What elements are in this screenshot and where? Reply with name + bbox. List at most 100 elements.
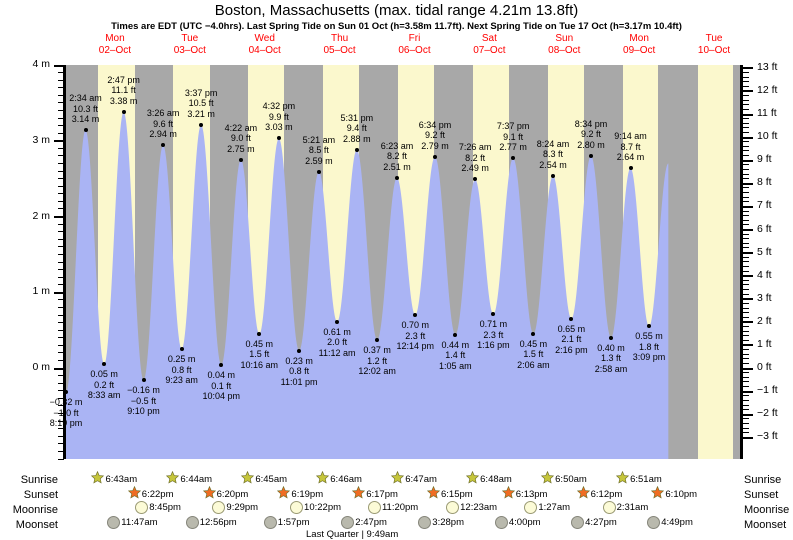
day-date: 09–Oct bbox=[623, 45, 656, 56]
left-axis-minor-tick bbox=[58, 253, 64, 255]
sunset-event-time: 6:13pm bbox=[515, 488, 548, 500]
tide-label-line: 8.2 ft bbox=[386, 151, 407, 162]
tide-label-line: 2.79 m bbox=[421, 140, 449, 151]
right-axis-minor-tick bbox=[743, 312, 749, 314]
right-axis-minor-tick bbox=[743, 219, 749, 221]
right-axis-major-tick bbox=[743, 298, 753, 301]
sunset-row-label-left: Sunset bbox=[23, 489, 58, 501]
right-axis-minor-tick bbox=[743, 127, 749, 129]
tide-label-line: 9:23 am bbox=[165, 375, 198, 386]
right-axis-major-tick bbox=[743, 229, 753, 231]
tide-label-high-0: 2:34 am 10.3 ft 3.14 m bbox=[44, 93, 128, 125]
tide-label-low-6: 0.25 m 0.8 ft 9:23 am bbox=[140, 354, 224, 386]
moonrise-row-label-left: Moonrise bbox=[12, 504, 58, 516]
left-axis-label-2m: 2 m bbox=[32, 209, 50, 222]
sunrise-event-time: 6:51am bbox=[630, 473, 662, 485]
right-axis-label-10ft: 10 ft bbox=[757, 130, 778, 143]
star-icon bbox=[466, 470, 480, 487]
right-axis-minor-tick bbox=[743, 409, 749, 411]
tide-point-low-8 bbox=[219, 363, 224, 368]
tide-point-low-14 bbox=[335, 319, 340, 324]
tide-label-line: 9.4 ft bbox=[346, 123, 367, 134]
left-axis-minor-tick bbox=[58, 170, 64, 172]
day-of-week: Wed bbox=[254, 33, 275, 44]
tide-label-line: 5:21 am bbox=[302, 134, 336, 145]
moonrise-event-time: 11:20pm bbox=[381, 502, 419, 513]
tide-label-low-16: 0.37 m 1.2 ft 12:02 am bbox=[335, 345, 419, 377]
tide-label-low-1: −0.32 m −1.0 ft 8:19 pm bbox=[24, 397, 108, 429]
tide-label-line: 2:47 pm bbox=[107, 74, 140, 85]
tide-label-line: 9.1 ft bbox=[503, 131, 524, 142]
tide-label-line: 9.9 ft bbox=[268, 111, 289, 122]
sunset-event-3: 6:17pm bbox=[352, 485, 398, 502]
sunset-event-time: 6:12pm bbox=[590, 488, 623, 500]
tide-label-high-9: 4:22 am 9.0 ft 2.75 m bbox=[199, 123, 283, 155]
tide-point-low-6 bbox=[179, 347, 184, 352]
left-axis-major-tick bbox=[54, 291, 64, 294]
left-axis-minor-tick bbox=[58, 185, 64, 187]
sunset-event-7: 6:10pm bbox=[651, 485, 697, 502]
tide-point-high-15 bbox=[354, 147, 359, 152]
tide-point-high-19 bbox=[432, 154, 437, 159]
right-axis-minor-tick bbox=[743, 335, 749, 337]
right-axis-minor-tick bbox=[743, 196, 749, 198]
tide-chart-plot bbox=[66, 65, 740, 459]
tide-label-line: 2:06 am bbox=[517, 359, 550, 370]
tide-label-line: 1.4 ft bbox=[445, 350, 466, 361]
moonrise-event-2: 10:22pm bbox=[290, 501, 341, 514]
sunrise-event-time: 6:43am bbox=[105, 473, 138, 485]
tide-label-line: −0.32 m bbox=[49, 397, 83, 408]
right-axis-minor-tick bbox=[743, 150, 749, 152]
tide-label-line: 11:01 pm bbox=[280, 376, 318, 387]
right-axis-minor-tick bbox=[743, 173, 749, 175]
day-header-06-oct: Fri 06–Oct bbox=[374, 33, 454, 57]
left-axis-minor-tick bbox=[58, 132, 64, 134]
sunset-event-2: 6:19pm bbox=[277, 485, 323, 502]
moonset-event-6: 4:27pm bbox=[571, 516, 617, 529]
tide-label-line: 2:58 am bbox=[594, 363, 628, 374]
right-axis-major-tick bbox=[743, 67, 753, 70]
right-axis-major-tick bbox=[743, 90, 753, 93]
moonrise-row-label-right: Moonrise bbox=[744, 504, 790, 516]
tide-label-line: 9.2 ft bbox=[424, 130, 445, 141]
star-icon bbox=[277, 485, 291, 502]
right-axis-minor-tick bbox=[743, 265, 749, 267]
day-date: 07–Oct bbox=[473, 45, 506, 56]
star-icon bbox=[576, 485, 590, 502]
moonset-event-time: 11:47am bbox=[121, 517, 158, 528]
tide-point-low-28 bbox=[608, 335, 613, 340]
left-axis-minor-tick bbox=[58, 231, 64, 233]
tide-label-low-14: 0.61 m 2.0 ft 11:12 am bbox=[295, 327, 379, 359]
tide-label-line: 0.40 m bbox=[597, 342, 625, 353]
tide-label-line: 2.3 ft bbox=[483, 329, 504, 340]
tide-label-line: 0.55 m bbox=[635, 331, 663, 342]
sunrise-event-2: 6:45am bbox=[241, 470, 288, 487]
star-icon bbox=[615, 470, 630, 487]
right-axis-minor-tick bbox=[743, 99, 749, 101]
right-axis-minor-tick bbox=[743, 399, 749, 401]
left-axis-minor-tick bbox=[58, 428, 64, 430]
tide-label-low-24: 0.45 m 1.5 ft 2:06 am bbox=[491, 339, 575, 371]
left-axis-minor-tick bbox=[58, 322, 64, 324]
tide-point-high-27 bbox=[589, 153, 593, 158]
tide-label-high-15: 5:31 pm 9.4 ft 2.88 m bbox=[315, 113, 399, 145]
tide-label-high-21: 7:26 am 8.2 ft 2.49 m bbox=[433, 142, 517, 174]
tide-label-line: 2.59 m bbox=[305, 155, 333, 166]
tide-label-low-30: 0.55 m 1.8 ft 3:09 pm bbox=[607, 331, 691, 363]
left-axis-minor-tick bbox=[58, 420, 64, 422]
right-axis-minor-tick bbox=[743, 362, 749, 364]
right-axis-minor-tick bbox=[743, 178, 749, 180]
moon-icon bbox=[135, 501, 149, 514]
left-axis-label-3m: 3 m bbox=[32, 133, 50, 146]
moonset-event-time: 1:57pm bbox=[277, 517, 310, 528]
moonset-event-0: 11:47am bbox=[107, 516, 158, 529]
tide-label-low-18: 0.70 m 2.3 ft 12:14 pm bbox=[373, 320, 457, 352]
moon-icon bbox=[107, 516, 121, 529]
right-axis-major-tick bbox=[743, 413, 753, 416]
moon-phase-label: Last Quarter | 9:49am bbox=[306, 529, 399, 540]
tide-label-line: 0.37 m bbox=[363, 345, 391, 356]
right-axis-minor-tick bbox=[743, 423, 749, 424]
right-axis-minor-tick bbox=[743, 289, 749, 291]
right-axis-minor-tick bbox=[743, 164, 749, 166]
sunrise-event-time: 6:45am bbox=[255, 473, 288, 485]
